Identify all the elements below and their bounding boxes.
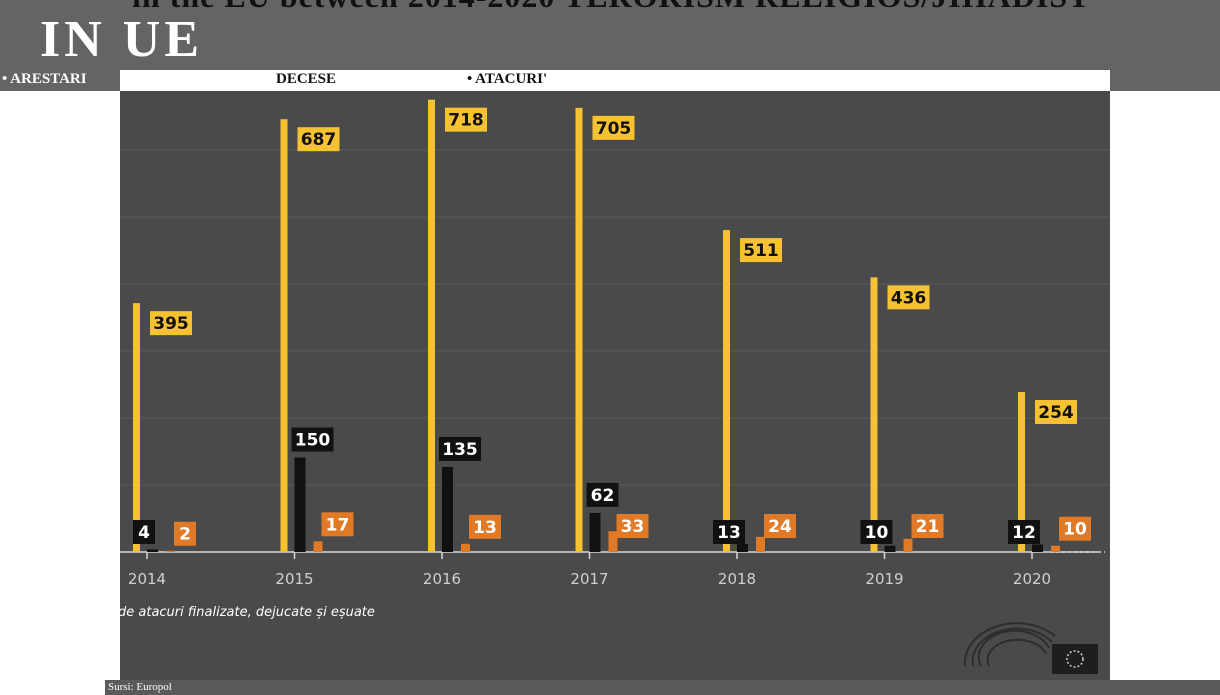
data-label-box-arrests xyxy=(1035,399,1077,424)
legend-item-deaths: DECESE xyxy=(276,71,337,87)
bar-attacks xyxy=(461,543,470,552)
data-label-box-attacks xyxy=(911,514,944,538)
data-labels: 395 4 2 687 150 17 718 135 13 705 62 33 511 13 24 436 10… xyxy=(133,107,1091,546)
data-label-arrests: 395 xyxy=(153,314,189,334)
data-label-deaths: 12 xyxy=(1012,523,1036,543)
data-label-arrests: 687 xyxy=(301,130,337,150)
bar-deaths xyxy=(589,512,601,552)
bar-arrests xyxy=(723,230,730,552)
x-axis: 2014 2015 2016 2017 2018 2019 2020 xyxy=(128,552,1051,588)
data-label-box-deaths xyxy=(586,482,619,507)
bar-arrests xyxy=(575,107,583,552)
footer: Sursi: Europol xyxy=(0,680,1220,695)
source-note: Sursi: Europol xyxy=(108,681,172,693)
data-label-box-attacks xyxy=(321,512,354,537)
x-tick-label: 2016 xyxy=(423,570,461,588)
data-label-box-arrests xyxy=(445,107,487,132)
bar-deaths xyxy=(294,457,306,552)
data-label-box-deaths xyxy=(439,436,481,461)
data-label-arrests: 718 xyxy=(448,111,484,131)
legend: • ARESTARI DECESE • ATACURI' xyxy=(0,70,1220,91)
european-parliament-logo-icon xyxy=(963,622,1098,674)
bar-deaths xyxy=(737,543,748,552)
data-label-arrests: 705 xyxy=(596,119,632,139)
bar-arrests xyxy=(280,119,288,552)
data-label-box-arrests xyxy=(887,285,930,310)
data-label-box-deaths xyxy=(133,520,155,544)
chart-title: IN UE xyxy=(40,11,204,68)
data-label-attacks: 10 xyxy=(1063,520,1087,540)
bar-arrests xyxy=(870,277,878,552)
data-label-deaths: 13 xyxy=(717,523,741,543)
header-band: in the EU between 2014-2020 TERORISM REL… xyxy=(0,0,1220,70)
x-tick-label: 2018 xyxy=(718,570,756,588)
data-label-box-arrests xyxy=(592,115,635,140)
legend-item-arrests: • ARESTARI xyxy=(2,71,87,87)
bar-attacks xyxy=(756,536,765,552)
data-label-box-attacks xyxy=(616,514,649,538)
chart-panel: 395 4 2 687 150 17 718 135 13 705 62 33 511 13 24 436 10… xyxy=(120,91,1110,680)
bar-attacks xyxy=(608,531,618,552)
data-label-box-arrests xyxy=(150,311,192,336)
data-label-box-attacks xyxy=(469,514,501,539)
chart-title-clipped: in the EU between 2014-2020 TERORISM REL… xyxy=(132,0,1090,15)
data-label-deaths: 10 xyxy=(865,523,889,543)
bar-arrests xyxy=(428,99,435,552)
x-tick-label: 2020 xyxy=(1013,570,1051,588)
bar-attacks xyxy=(903,538,913,552)
x-tick-label: 2014 xyxy=(128,570,166,588)
data-label-arrests: 511 xyxy=(743,241,779,261)
data-label-deaths: 4 xyxy=(138,523,150,543)
x-tick-label: 2017 xyxy=(570,570,608,588)
bar-arrests xyxy=(133,303,140,552)
data-label-box-deaths xyxy=(1008,520,1040,544)
x-tick-label: 2019 xyxy=(865,570,903,588)
data-label-attacks: 33 xyxy=(621,517,645,537)
bar-arrests xyxy=(1018,391,1025,552)
data-label-arrests: 436 xyxy=(891,288,927,308)
data-label-box-attacks xyxy=(1059,516,1091,541)
bar-attacks xyxy=(166,550,175,552)
bar-attacks xyxy=(1051,545,1060,552)
data-label-box-arrests xyxy=(297,127,340,152)
legend-right-block xyxy=(1110,70,1220,91)
legend-left-block xyxy=(0,70,120,91)
legend-item-attacks: • ATACURI' xyxy=(467,71,548,87)
data-label-box-deaths xyxy=(291,427,334,452)
data-label-box-attacks xyxy=(174,521,196,546)
data-label-box-deaths xyxy=(860,520,893,544)
x-tick-label: 2015 xyxy=(275,570,313,588)
bar-attacks xyxy=(313,541,323,552)
data-label-attacks: 21 xyxy=(916,517,940,537)
bar-chart: 395 4 2 687 150 17 718 135 13 705 62 33 511 13 24 436 10… xyxy=(120,99,1110,674)
bar-deaths xyxy=(147,549,158,552)
bar-deaths xyxy=(884,545,896,552)
bars xyxy=(133,99,1060,552)
data-label-box-attacks xyxy=(764,514,796,538)
data-label-deaths: 150 xyxy=(295,431,331,451)
data-label-attacks: 13 xyxy=(473,518,497,538)
chart-annotation: de atacuri finalizate, dejucate și eșuat… xyxy=(120,605,375,620)
data-label-box-arrests xyxy=(740,238,782,263)
data-label-attacks: 17 xyxy=(326,515,350,535)
bar-deaths xyxy=(442,466,453,552)
data-label-arrests: 254 xyxy=(1038,403,1074,423)
data-label-attacks: 24 xyxy=(768,517,792,537)
footer-bar xyxy=(105,680,1220,695)
data-label-attacks: 2 xyxy=(179,525,191,545)
data-label-deaths: 62 xyxy=(591,486,615,506)
bar-deaths xyxy=(1032,544,1043,552)
data-label-deaths: 135 xyxy=(442,440,478,460)
data-label-box-deaths xyxy=(713,520,745,544)
